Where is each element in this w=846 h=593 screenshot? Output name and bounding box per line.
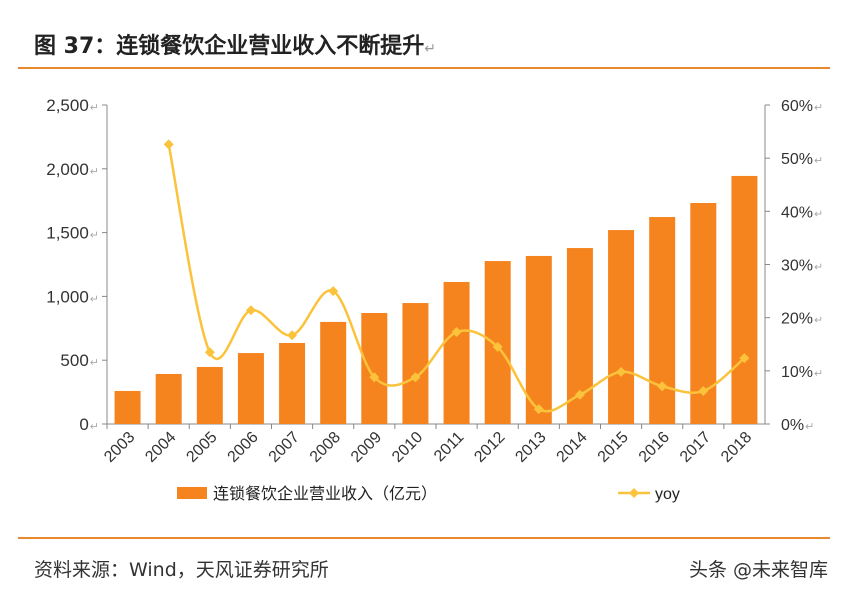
return-mark-icon: ↵ [90,230,99,242]
return-mark-icon: ↵ [90,421,99,433]
watermark: 头条 @未来智库 [688,559,828,581]
yoy-line [167,144,746,413]
right-tick-value: 40% [781,204,813,221]
right-tick-value: 10% [781,364,813,381]
return-mark-icon: ↵ [90,293,99,305]
return-mark-icon: ↵ [814,368,823,380]
x-tick-label: 2017 [677,429,714,466]
yoy-point-2006 [245,305,256,316]
x-tick-label: 2013 [512,429,549,466]
right-tick-label: 0%↵ [781,417,814,434]
yoy-point-2012 [492,341,503,352]
yoy-point-2009 [369,372,380,383]
title-text: 图 37：连锁餐饮企业营业收入不断提升 [34,34,425,59]
x-tick-label: 2006 [225,429,262,466]
left-tick-label: 500↵ [60,351,99,370]
right-tick-value: 60% [781,98,813,115]
right-tick-value: 30% [781,258,813,275]
bar-2010 [402,303,429,424]
left-tick-value: 1,000 [46,287,89,306]
return-mark-icon: ↵ [90,357,99,369]
left-tick-label: 2,000↵ [46,160,99,179]
return-mark-icon: ↵ [805,421,814,433]
yoy-point-2017 [698,386,709,397]
x-tick-label: 2016 [636,429,673,466]
left-tick-label: 2,500↵ [46,96,99,115]
left-tick-value: 2,500 [46,96,89,115]
bar-2018 [731,175,758,424]
return-mark-icon: ↵ [814,208,823,220]
yoy-point-2018 [739,353,750,364]
yoy-point-2005 [204,347,215,358]
bar-2011 [443,281,470,424]
right-tick-label: 60%↵ [781,98,823,115]
legend-bar-label: 连锁餐饮企业营业收入（亿元） [213,485,437,503]
legend-line-label: yoy [655,486,680,503]
return-mark-icon: ↵ [424,41,437,57]
top-divider [18,67,830,69]
x-tick-label: 2004 [142,429,179,466]
x-tick-label: 2015 [595,429,632,466]
right-tick-value: 0% [781,417,804,434]
bar-2004 [155,373,182,424]
bar-2007 [279,342,306,424]
left-tick-value: 2,000 [46,160,89,179]
x-tick-label: 2011 [431,429,467,465]
bar-2006 [237,353,264,424]
x-tick-label: 2014 [554,429,591,466]
bar-2016 [649,217,676,424]
bar-2009 [361,312,388,424]
return-mark-icon: ↵ [814,262,823,274]
yoy-point-2008 [328,286,339,297]
x-tick-label: 2008 [307,429,344,466]
x-tick-label: 2007 [266,429,303,466]
bar-2015 [608,230,635,424]
x-tick-label: 2009 [348,429,385,466]
left-tick-value: 1,500 [46,224,89,243]
legend-bar-swatch [177,487,207,499]
return-mark-icon: ↵ [90,166,99,178]
right-tick-label: 50%↵ [781,151,823,168]
return-mark-icon: ↵ [814,315,823,327]
bottom-divider [18,537,830,539]
left-tick-label: 0↵ [79,415,99,434]
right-tick-value: 50% [781,151,813,168]
x-tick-label: 2010 [389,429,426,466]
x-tick-label: 2012 [471,429,508,466]
bar-2005 [196,366,223,424]
right-tick-label: 30%↵ [781,258,823,275]
yoy-point-2014 [574,389,585,400]
left-tick-label: 1,500↵ [46,224,99,243]
yoy-point-2016 [657,381,668,392]
yoy-point-2004 [163,139,174,150]
return-mark-icon: ↵ [90,102,99,114]
legend-line-marker [629,488,639,498]
yoy-point-2011 [451,327,462,338]
bar-2013 [525,255,552,424]
return-mark-icon: ↵ [814,102,823,114]
x-tick-label: 2018 [718,429,755,466]
left-tick-label: 1,000↵ [46,287,99,306]
right-tick-label: 20%↵ [781,311,823,328]
right-tick-value: 20% [781,311,813,328]
source-note: 资料来源：Wind，天风证券研究所 [34,559,329,581]
x-tick-label: 2005 [183,429,220,466]
right-tick-label: 10%↵ [781,364,823,381]
bar-2003 [114,390,141,424]
x-tick-label: 2003 [101,429,138,466]
yoy-point-2010 [410,372,421,383]
figure-title: 图 37：连锁餐饮企业营业收入不断提升↵ [34,28,436,60]
yoy-point-2007 [287,330,298,341]
bar-2008 [320,321,347,424]
yoy-point-2015 [616,366,627,377]
left-tick-value: 0 [79,415,88,434]
left-tick-value: 500 [60,351,88,370]
right-tick-label: 40%↵ [781,204,823,221]
return-mark-icon: ↵ [814,155,823,167]
yoy-point-2013 [533,404,544,415]
